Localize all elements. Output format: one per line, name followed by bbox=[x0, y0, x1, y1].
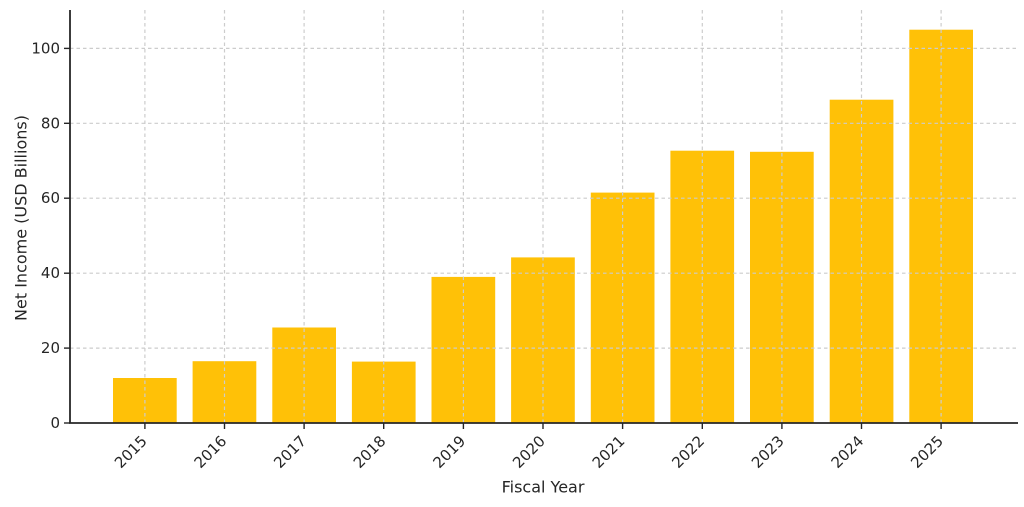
y-tick-label: 60 bbox=[41, 189, 60, 207]
y-tick-label: 40 bbox=[41, 264, 60, 282]
x-tick-label: 2023 bbox=[748, 432, 788, 472]
y-tick-label: 100 bbox=[31, 39, 60, 57]
x-tick-label: 2021 bbox=[589, 432, 629, 472]
bar-2022 bbox=[670, 150, 735, 423]
x-tick-label: 2019 bbox=[429, 432, 469, 472]
y-tick-label: 80 bbox=[41, 114, 60, 132]
x-tick-label: 2018 bbox=[350, 432, 390, 472]
x-tick-label: 2024 bbox=[828, 432, 868, 472]
y-tick-label: 20 bbox=[41, 339, 60, 357]
x-tick-label: 2017 bbox=[270, 432, 310, 472]
x-tick-label: 2015 bbox=[111, 432, 151, 472]
x-tick-label: 2022 bbox=[668, 432, 708, 472]
bar-2020 bbox=[511, 257, 575, 423]
bar-2023 bbox=[750, 151, 814, 424]
y-axis-title: Net Income (USD Billions) bbox=[11, 115, 31, 321]
x-axis-title: Fiscal Year bbox=[501, 477, 585, 497]
bar-2018 bbox=[351, 361, 416, 423]
y-tick-label: 0 bbox=[50, 414, 60, 432]
x-tick-label: 2020 bbox=[509, 432, 549, 472]
x-tick-label: 2016 bbox=[191, 432, 231, 472]
x-tick-label: 2025 bbox=[907, 432, 947, 472]
bar-2016 bbox=[192, 361, 257, 423]
